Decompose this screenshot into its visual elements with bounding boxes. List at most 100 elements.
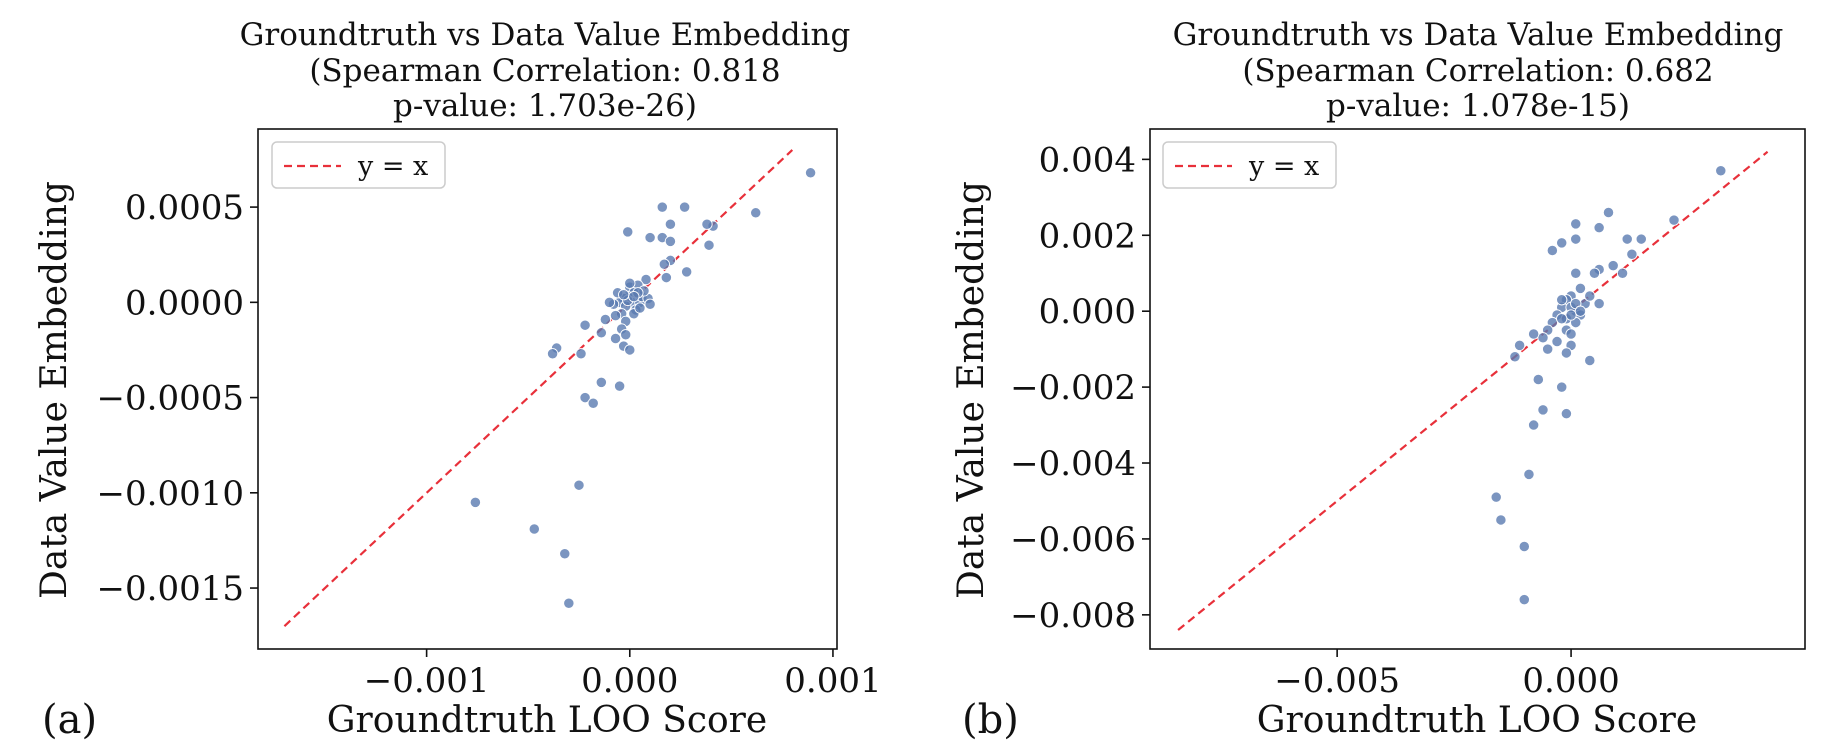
panel-a-y-tick-label: 0.0000 bbox=[125, 283, 244, 323]
panel-a-scatter-point bbox=[579, 319, 591, 331]
panel-b-y-tick-label: −0.002 bbox=[1010, 368, 1136, 408]
panel-a-scatter-point bbox=[469, 496, 482, 508]
panel-b-y-tick-label: 0.002 bbox=[1039, 216, 1136, 256]
panel-b-scatter-point bbox=[1565, 328, 1577, 340]
panel-b-scatter-point bbox=[1565, 309, 1577, 321]
panel-b-label: (b) bbox=[962, 697, 1019, 743]
panel-a-scatter-point bbox=[701, 218, 713, 230]
panel-b-legend: y = x bbox=[1162, 141, 1337, 189]
panel-b-scatter-point bbox=[1668, 214, 1680, 226]
panel-a-scatter-point bbox=[595, 327, 607, 339]
panel-b-scatter-point bbox=[1523, 468, 1535, 481]
panel-a-scatter-point bbox=[620, 329, 632, 341]
panel-b-scatter-point bbox=[1607, 259, 1619, 272]
panel-b-scatter-point bbox=[1495, 514, 1507, 526]
panel-a-y-tick-label: −0.0005 bbox=[97, 379, 244, 419]
panel-a-scatter-point bbox=[599, 313, 612, 326]
panel-a-reference-line-group bbox=[283, 149, 794, 627]
panel-b-scatter-point bbox=[1560, 347, 1573, 359]
panel-b-y-tick-label: 0.000 bbox=[1039, 292, 1136, 332]
panel-a-x-tick-label: 0.000 bbox=[581, 661, 678, 701]
panel-b-scatter-point bbox=[1556, 313, 1568, 325]
panel-b-scatter-point bbox=[1490, 491, 1502, 503]
panel-a-scatter-point bbox=[703, 239, 715, 251]
panel-b-x-ticks: −0.005 0.000 bbox=[1274, 649, 1620, 701]
panel-b-scatter-point bbox=[1715, 165, 1727, 177]
panel-b-scatter-point bbox=[1602, 206, 1615, 219]
panel-b-title-line-1: Groundtruth vs Data Value Embedding bbox=[1173, 17, 1784, 53]
panel-a-scatter-point bbox=[622, 226, 634, 238]
panel-b-y-tick-label: −0.006 bbox=[1010, 520, 1136, 560]
panel-b-scatter-point bbox=[1518, 594, 1530, 606]
panel-b-scatter-point bbox=[1542, 343, 1554, 355]
panel-b-chart: Groundtruth vs Data Value Embedding (Spe… bbox=[951, 17, 1806, 743]
panel-a-x-ticks: −0.001 0.000 0.001 bbox=[364, 649, 882, 701]
panel-a-y-tick-label: 0.0005 bbox=[125, 188, 244, 228]
panel-b-reference-line bbox=[1177, 150, 1769, 631]
panel-b-scatter-point bbox=[1518, 540, 1530, 553]
panel-a-scatter-point bbox=[804, 167, 817, 179]
panel-b-scatter-point bbox=[1556, 381, 1568, 393]
panel-a-scatter-point bbox=[609, 332, 622, 345]
panel-b-x-tick-label: −0.005 bbox=[1274, 661, 1400, 701]
panel-a-scatter-point bbox=[559, 548, 571, 560]
panel-a-legend-box bbox=[271, 141, 446, 189]
panel-a-scatter-point bbox=[750, 207, 762, 219]
panel-b-scatter-point bbox=[1532, 373, 1544, 386]
panel-a-scatter-point bbox=[618, 289, 630, 301]
panel-b-y-axis-label: Data Value Embedding bbox=[951, 181, 992, 599]
panel-a-scatter-point bbox=[587, 397, 599, 409]
panel-b-scatter-point bbox=[1593, 222, 1605, 234]
panel-a-scatter-point bbox=[628, 290, 640, 303]
panel-a-scatter-point bbox=[681, 266, 693, 278]
panel-a-scatter-point bbox=[644, 231, 656, 244]
panel-b-scatter-point bbox=[1570, 218, 1582, 230]
panel-a-legend: y = x bbox=[271, 141, 446, 189]
panel-a-scatter-point bbox=[664, 218, 677, 230]
panel-a-title-line-2: (Spearman Correlation: 0.818 bbox=[309, 53, 780, 89]
panel-a-scatter-point bbox=[579, 391, 591, 404]
panel-a-title-line-3: p-value: 1.703e-26) bbox=[393, 88, 697, 124]
panel-b-scatter-point bbox=[1588, 267, 1601, 279]
panel-a-scatter-point bbox=[660, 271, 672, 284]
panel-a-scatter-point bbox=[640, 273, 652, 286]
panel-a-scatter-point bbox=[658, 258, 670, 270]
panel-b-scatter-point bbox=[1551, 335, 1563, 348]
panel-a-scatter-point bbox=[664, 235, 677, 248]
panel-b-reference-line-group bbox=[1177, 150, 1769, 631]
panel-b-scatter-point bbox=[1570, 267, 1582, 279]
panel-b-scatter-point bbox=[1537, 404, 1549, 416]
panel-b-scatter-point bbox=[1584, 354, 1596, 367]
panel-a-reference-line bbox=[283, 149, 794, 627]
panel-b-scatter-point bbox=[1513, 339, 1526, 352]
panel-b-scatter-point bbox=[1584, 290, 1596, 302]
panel-a-label: (a) bbox=[42, 697, 97, 743]
panel-a-scatter-point bbox=[546, 348, 559, 360]
panel-a-y-axis-label: Data Value Embedding bbox=[34, 181, 75, 599]
panel-b-scatter-point bbox=[1635, 233, 1647, 245]
panel-b-scatter-point bbox=[1593, 297, 1605, 310]
panel-a-chart: Groundtruth vs Data Value Embedding (Spe… bbox=[34, 17, 882, 743]
panel-b-y-tick-label: −0.004 bbox=[1010, 444, 1136, 484]
panel-b-x-tick-label: 0.000 bbox=[1522, 661, 1619, 701]
panel-b-title-line-3: p-value: 1.078e-15) bbox=[1326, 88, 1630, 124]
panel-b-axes-frame bbox=[1149, 128, 1806, 650]
panel-a-x-tick-label: 0.001 bbox=[784, 661, 881, 701]
panel-b-scatter-point bbox=[1574, 282, 1587, 295]
panel-a-scatter-point bbox=[563, 597, 575, 609]
panel-a-y-ticks: −0.0015 −0.0010 −0.0005 0.0000 0.0005 bbox=[97, 188, 258, 609]
panel-b-scatter-point bbox=[1527, 419, 1540, 431]
panel-b-scatter-point bbox=[1509, 351, 1521, 363]
panel-a-scatter-point bbox=[528, 523, 540, 535]
panel-a-scatter-point bbox=[656, 201, 668, 213]
panel-a-scatter-point bbox=[678, 201, 691, 213]
panel-b-legend-box bbox=[1162, 141, 1337, 189]
panel-a-scatter-point bbox=[595, 376, 607, 388]
panel-a-scatter-point bbox=[613, 380, 626, 392]
panel-b-scatter-point bbox=[1626, 248, 1638, 260]
panel-b-y-tick-label: −0.008 bbox=[1010, 596, 1136, 636]
panel-b-scatter-point bbox=[1560, 408, 1573, 420]
panel-b-scatter-point bbox=[1570, 233, 1582, 245]
panel-a-x-tick-label: −0.001 bbox=[364, 661, 490, 701]
